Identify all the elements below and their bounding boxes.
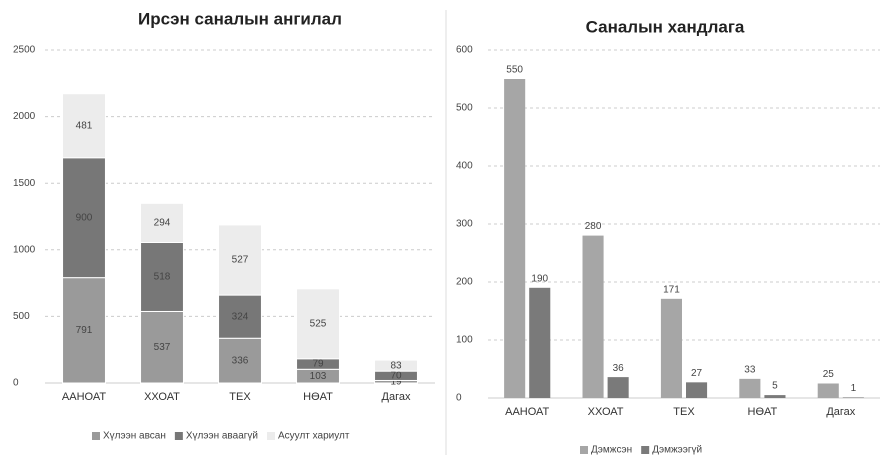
legend-label: Дэмжээгүй	[652, 445, 702, 456]
y-tick-label: 400	[456, 161, 473, 172]
bar	[686, 382, 708, 398]
x-tick-label: Дагах	[826, 406, 855, 418]
data-label: 36	[613, 363, 625, 374]
data-label: 791	[76, 325, 93, 336]
bar-segment	[296, 288, 340, 360]
y-tick-label: 1000	[13, 244, 36, 255]
x-tick-label: ТЕХ	[673, 406, 695, 418]
data-label: 190	[531, 273, 548, 284]
data-label: 280	[585, 221, 602, 232]
bar-segment	[218, 337, 262, 384]
x-tick-label: ХХОАТ	[144, 391, 180, 403]
y-tick-label: 2000	[13, 111, 36, 122]
bar-segment	[62, 277, 106, 384]
legend-label: Хүлээн авсан	[103, 431, 166, 442]
data-label: 525	[310, 318, 327, 329]
x-tick-label: ХХОАТ	[588, 406, 624, 418]
bar-segment	[218, 294, 262, 339]
y-tick-label: 100	[456, 335, 473, 346]
data-label: 103	[310, 371, 327, 382]
y-tick-label: 0	[13, 378, 19, 389]
y-tick-label: 300	[456, 219, 473, 230]
x-tick-label: НӨАТ	[303, 391, 333, 403]
legend-label: Дэмжсэн	[591, 445, 632, 456]
data-label: 336	[232, 355, 249, 366]
y-tick-label: 1500	[13, 178, 36, 189]
data-label: 25	[823, 369, 835, 380]
data-label: 324	[232, 311, 249, 322]
data-label: 70	[390, 370, 402, 381]
bar-segment	[62, 93, 106, 159]
chart-title: Саналын хандлага	[586, 17, 745, 36]
x-tick-label: НӨАТ	[748, 406, 778, 418]
y-tick-label: 2500	[13, 45, 36, 56]
data-label: 83	[390, 360, 402, 371]
bar	[660, 298, 682, 398]
bar	[607, 377, 629, 398]
bar	[582, 235, 604, 398]
data-label: 518	[154, 272, 171, 283]
x-tick-label: Дагах	[382, 391, 411, 403]
x-tick-label: ААНОАТ	[505, 406, 549, 418]
y-tick-label: 200	[456, 277, 473, 288]
bar	[764, 395, 786, 398]
legend-swatch	[267, 432, 275, 440]
x-tick-label: ААНОАТ	[62, 391, 106, 403]
data-label: 5	[772, 381, 778, 392]
data-label: 171	[663, 284, 680, 295]
x-tick-label: ТЕХ	[229, 391, 251, 403]
legend-swatch	[641, 446, 650, 454]
legend-swatch	[580, 446, 588, 454]
data-label: 1	[851, 383, 857, 394]
chart-title: Ирсэн саналын ангилал	[138, 9, 342, 28]
y-tick-label: 500	[456, 103, 473, 114]
y-tick-label: 600	[456, 45, 473, 56]
bar	[504, 79, 526, 398]
bar	[842, 397, 864, 398]
data-label: 550	[506, 65, 523, 76]
legend-swatch	[92, 432, 100, 440]
bar	[739, 378, 761, 398]
data-label: 537	[154, 342, 171, 353]
bar-segment	[374, 359, 418, 372]
data-label: 19	[390, 376, 402, 387]
legend-label: Хүлээн аваагүй	[186, 431, 258, 442]
bar	[529, 287, 551, 398]
data-label: 27	[691, 368, 703, 379]
data-label: 79	[312, 359, 324, 370]
data-label: 481	[76, 120, 93, 131]
legend-label: Асуулт хариулт	[278, 431, 350, 442]
data-label: 294	[154, 218, 171, 229]
bar-segment	[140, 310, 184, 384]
bar	[817, 383, 839, 398]
data-label: 33	[744, 365, 756, 376]
y-tick-label: 0	[456, 393, 462, 404]
bar-segment	[140, 241, 184, 312]
bar-segment	[218, 224, 262, 296]
legend-swatch	[174, 432, 183, 440]
data-label: 900	[76, 212, 93, 223]
bar-segment	[140, 202, 184, 243]
y-tick-label: 500	[13, 311, 30, 322]
data-label: 527	[232, 255, 249, 266]
